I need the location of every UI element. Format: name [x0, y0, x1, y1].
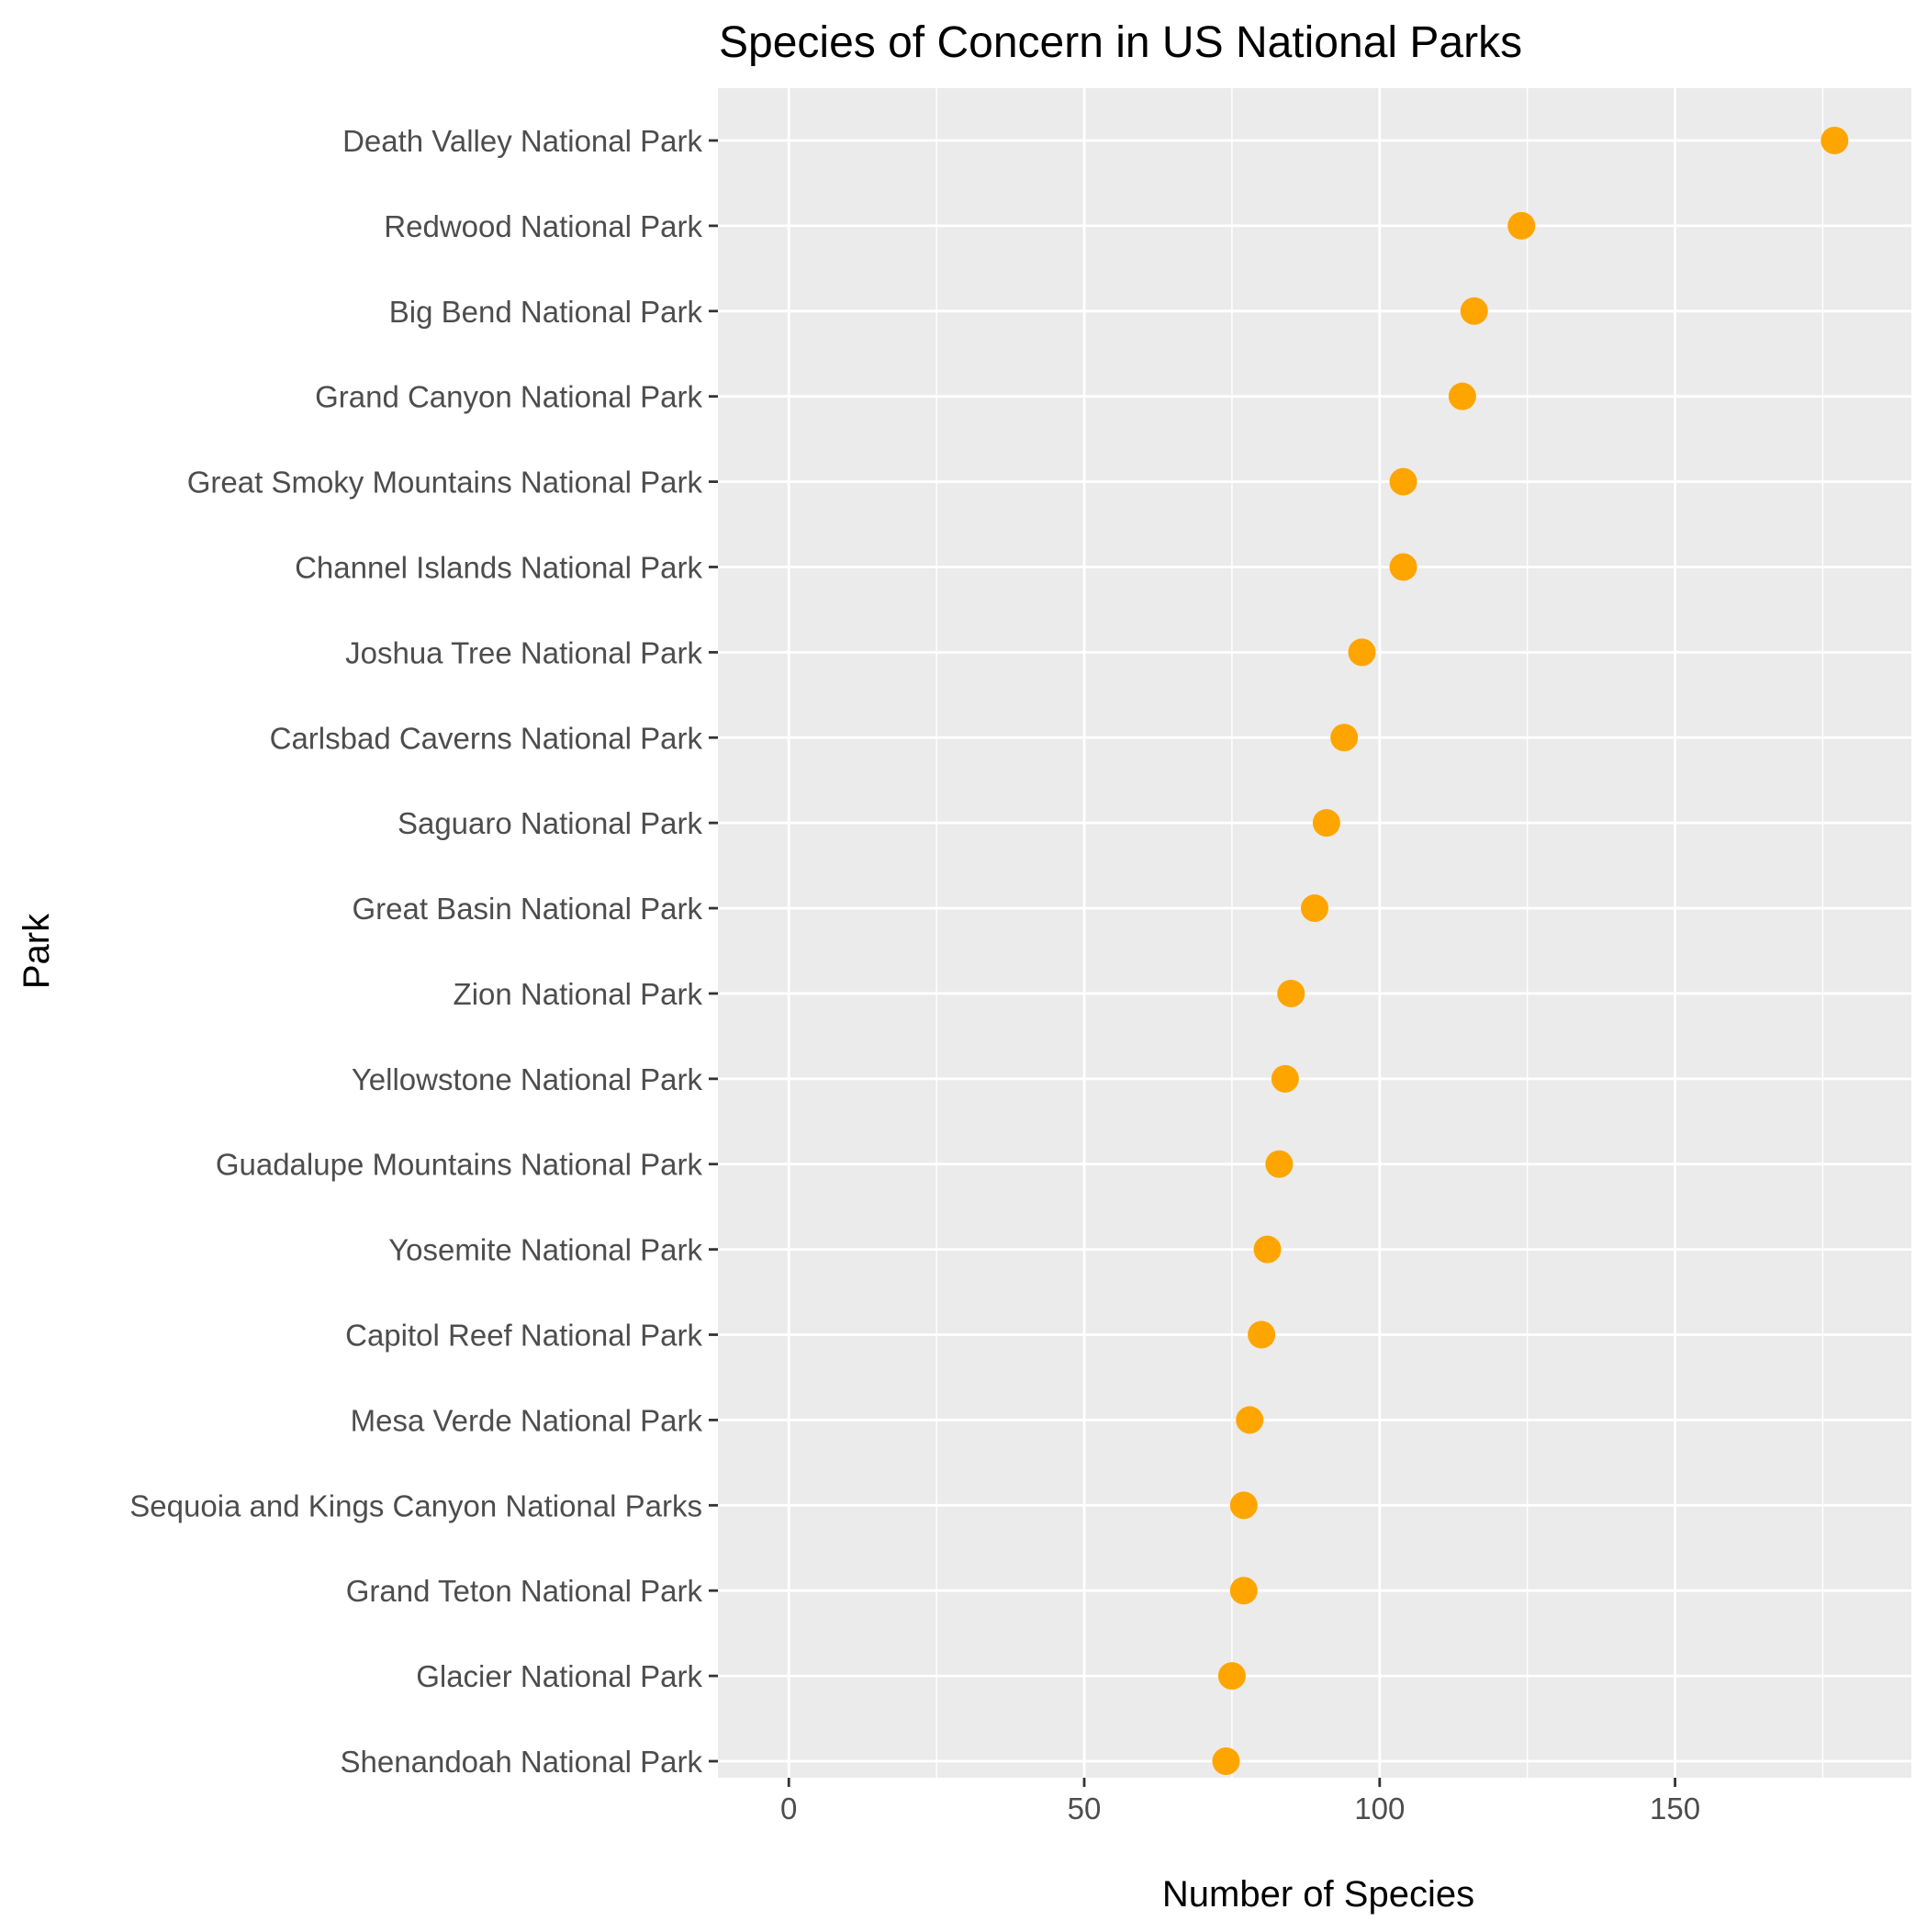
- x-tick-label: 0: [780, 1792, 797, 1825]
- x-axis-title: Number of Species: [1162, 1874, 1474, 1915]
- y-tick-label: Sequoia and Kings Canyon National Parks: [129, 1488, 702, 1522]
- y-tick-label: Mesa Verde National Park: [351, 1403, 703, 1437]
- data-point: [1265, 1150, 1294, 1178]
- data-point: [1253, 1235, 1282, 1264]
- y-tick-label: Zion National Park: [454, 977, 703, 1011]
- y-tick-label: Capitol Reef National Park: [345, 1319, 702, 1353]
- data-point: [1248, 1320, 1276, 1349]
- major-gridlines-x: [787, 88, 1676, 1778]
- data-point: [1229, 1577, 1258, 1605]
- chart-title: Species of Concern in US National Parks: [719, 18, 1522, 67]
- y-tick-label: Shenandoah National Park: [341, 1745, 703, 1779]
- x-tick-label: 50: [1068, 1792, 1102, 1825]
- data-points: [1212, 127, 1849, 1775]
- y-axis: Death Valley National Park Redwood Nation…: [129, 124, 718, 1779]
- data-point: [1389, 467, 1417, 496]
- y-tick-label: Grand Canyon National Park: [315, 380, 702, 414]
- y-axis-title: Park: [17, 913, 57, 989]
- y-tick-label: Grand Teton National Park: [346, 1574, 703, 1608]
- y-tick-label: Carlsbad Caverns National Park: [270, 721, 703, 755]
- data-point: [1212, 1747, 1240, 1775]
- y-tick-label: Big Bend National Park: [389, 295, 703, 329]
- minor-gridlines: [935, 88, 1824, 1778]
- y-tick-label: Glacier National Park: [416, 1659, 702, 1693]
- data-point: [1460, 297, 1488, 325]
- major-gridlines-y: [718, 139, 1911, 1763]
- data-point: [1330, 724, 1359, 752]
- x-tick-label: 150: [1650, 1792, 1700, 1825]
- data-point: [1236, 1406, 1264, 1434]
- data-point: [1448, 382, 1476, 410]
- data-point: [1348, 638, 1376, 667]
- x-tick-label: 100: [1354, 1792, 1405, 1825]
- y-tick-label: Saguaro National Park: [398, 806, 703, 840]
- y-tick-label: Guadalupe Mountains National Park: [216, 1148, 703, 1182]
- y-tick-label: Yosemite National Park: [388, 1233, 702, 1267]
- data-point: [1507, 211, 1536, 240]
- x-axis: 0 50 100 150: [780, 1778, 1700, 1825]
- data-point: [1271, 1064, 1299, 1093]
- y-tick-label: Great Basin National Park: [352, 892, 702, 926]
- data-point: [1229, 1491, 1258, 1520]
- data-point: [1312, 809, 1340, 837]
- data-point: [1217, 1662, 1246, 1690]
- data-point: [1389, 553, 1417, 581]
- data-point: [1277, 979, 1305, 1007]
- y-tick-label: Joshua Tree National Park: [345, 635, 702, 669]
- y-tick-label: Channel Islands National Park: [295, 550, 702, 584]
- plot-panel: [718, 88, 1911, 1778]
- y-tick-label: Redwood National Park: [384, 209, 702, 243]
- y-tick-label: Yellowstone National Park: [352, 1062, 703, 1096]
- y-tick-label: Great Smoky Mountains National Park: [187, 466, 703, 500]
- data-point: [1301, 894, 1328, 923]
- y-tick-label: Death Valley National Park: [342, 124, 702, 158]
- data-point: [1821, 127, 1849, 154]
